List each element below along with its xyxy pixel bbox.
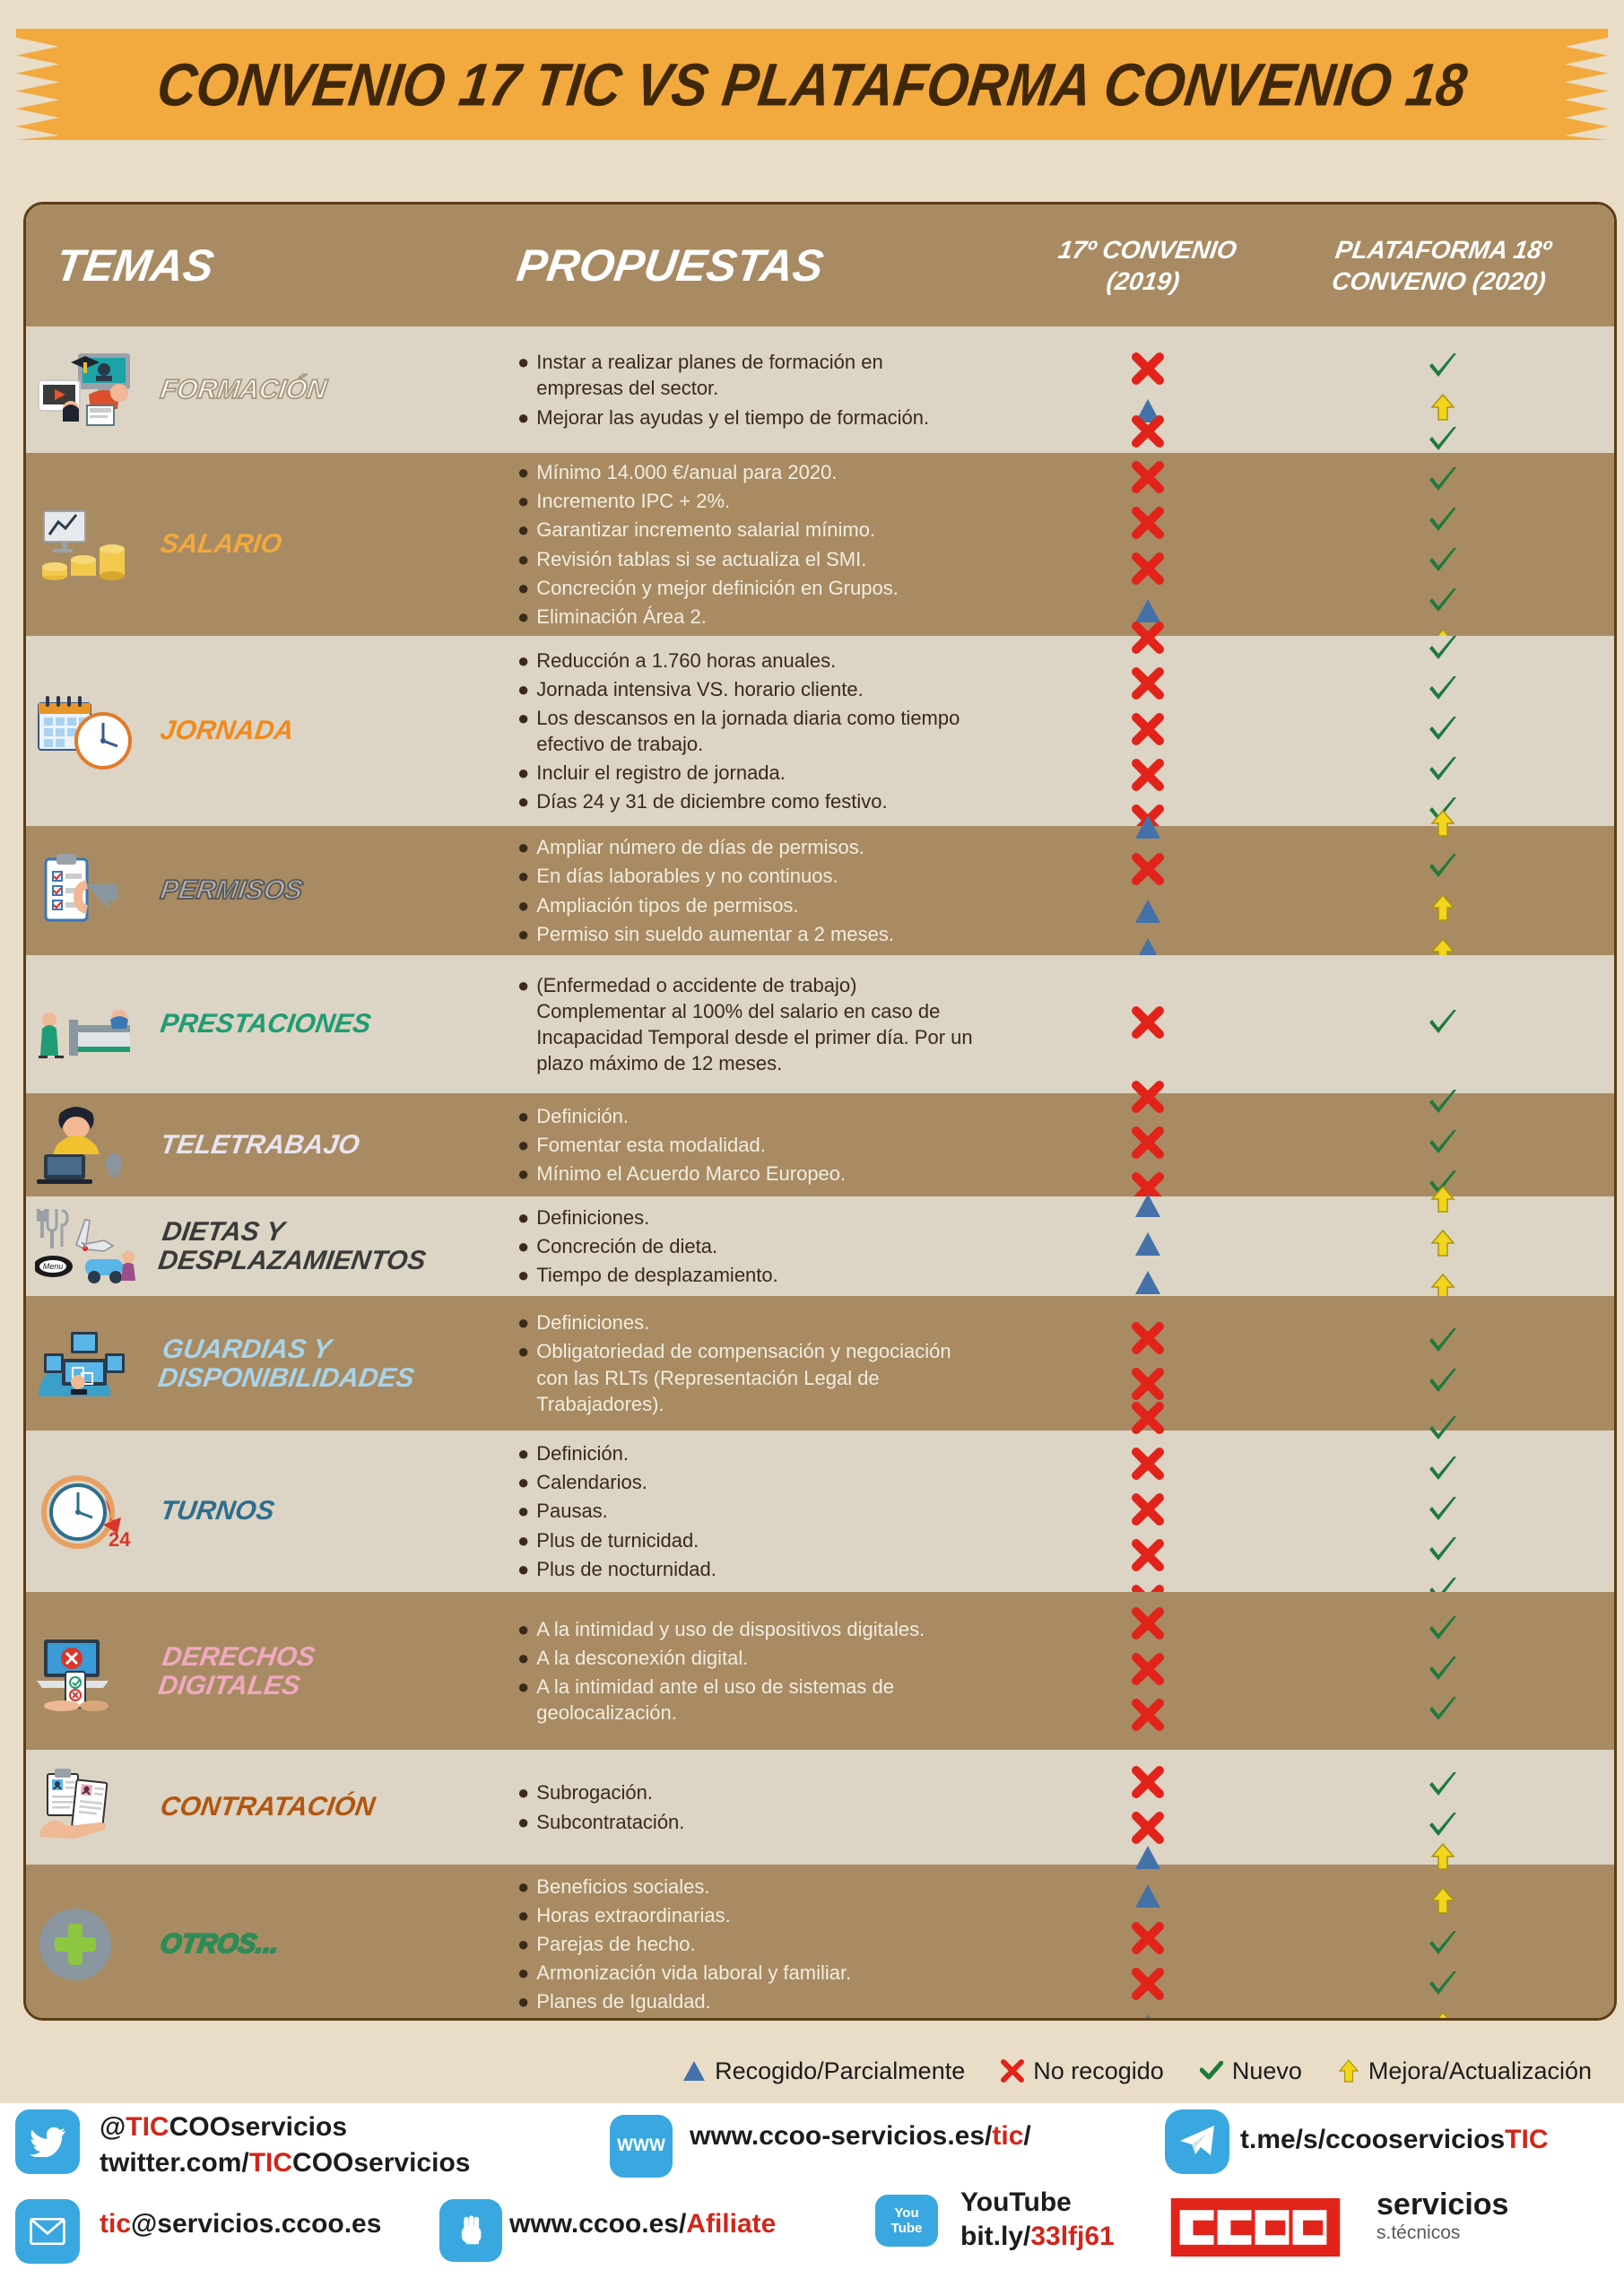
svg-text:Menu: Menu [43,1262,64,1271]
svg-text:24: 24 [109,1528,131,1551]
